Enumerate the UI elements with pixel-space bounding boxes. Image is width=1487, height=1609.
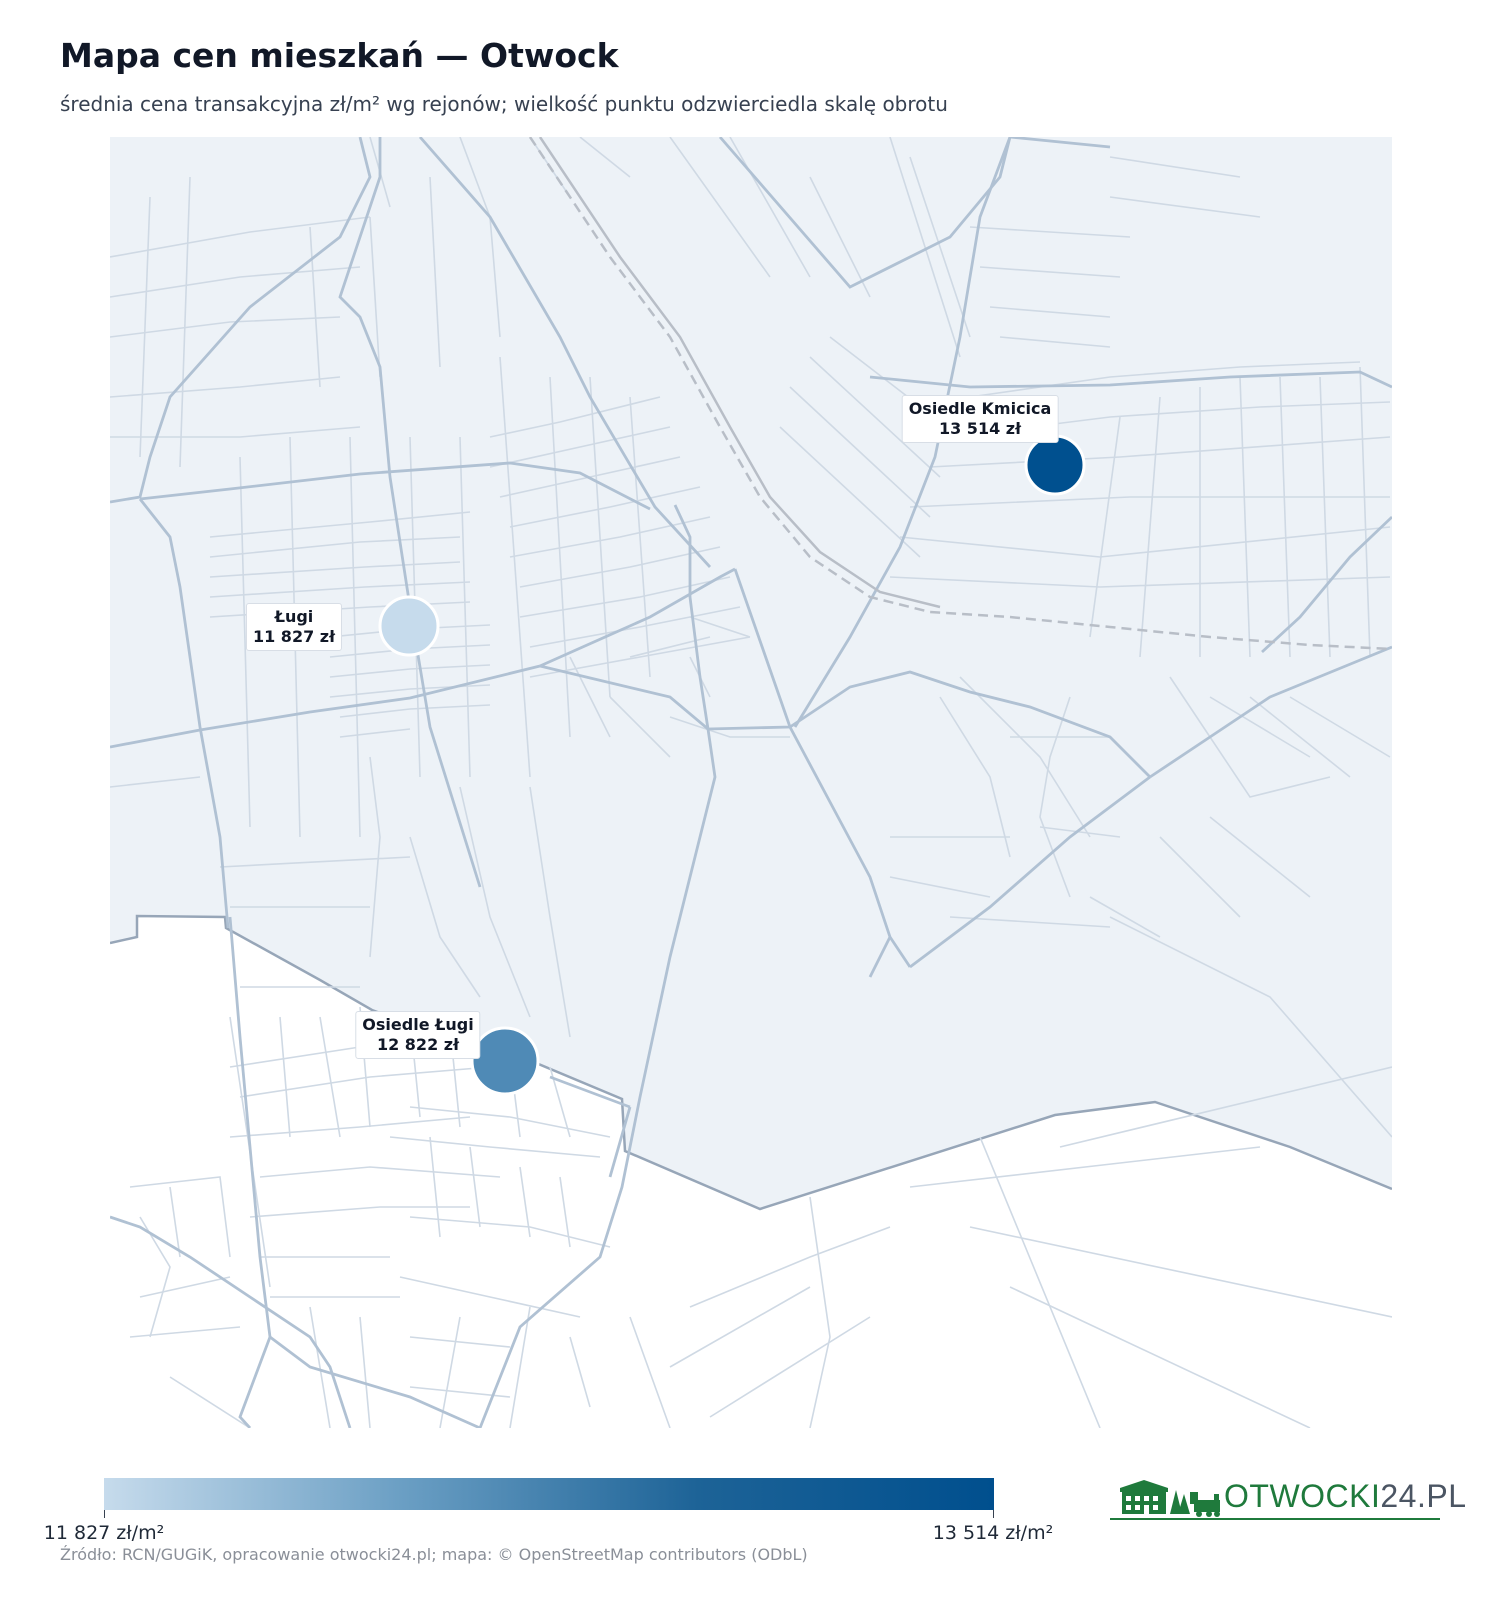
major-roads [110,137,1392,1428]
colorscale-max-label: 13 514 zł/m² [932,1522,1054,1544]
logo-text: OTWOCKI24.PL [1224,1476,1467,1516]
colorscale-bar [104,1478,994,1510]
label-name: Osiedle Kmicica [908,399,1052,418]
colorscale-tick-max [993,1510,994,1518]
basemap [110,137,1392,1428]
label-osiedle-lugi: Osiedle Ługi 12 822 zł [355,1011,481,1059]
minor-roads-south [129,1006,611,1428]
map-subtitle: średnia cena transakcyjna zł/m² wg rejon… [60,92,948,116]
logo-graphic [1120,1480,1220,1517]
map-title: Mapa cen mieszkań — Otwock [60,36,619,75]
colorscale-tick-min [104,1510,105,1518]
bubble-osiedle-ługi[interactable] [470,1026,540,1096]
source-note: Źródło: RCN/GUGiK, opracowanie otwocki24… [60,1545,808,1564]
label-name: Ługi [274,607,314,626]
minor-roads-east [569,137,1392,1428]
logo-text-b: 24.PL [1380,1478,1467,1514]
logo-text-a: OTWOCKI [1224,1478,1381,1514]
city-area [110,137,1392,1209]
label-lugi: Ługi 11 827 zł [245,603,343,651]
label-name: Osiedle Ługi [362,1015,474,1034]
colorscale-min-label: 11 827 zł/m² [43,1522,165,1544]
railway [528,137,1392,651]
label-value: 11 827 zł [252,627,336,646]
bubble-ługi[interactable] [378,595,440,657]
site-logo[interactable]: OTWOCKI24.PL [1110,1476,1466,1520]
map-area[interactable]: Osiedle Kmicica 13 514 zł Ługi 11 827 zł… [110,137,1392,1428]
logo-underline [1110,1518,1440,1520]
label-value: 13 514 zł [938,419,1022,438]
label-osiedle-kmicica: Osiedle Kmicica 13 514 zł [901,395,1059,443]
bubble-osiedle-kmicica[interactable] [1024,434,1086,496]
label-value: 12 822 zł [376,1035,460,1054]
